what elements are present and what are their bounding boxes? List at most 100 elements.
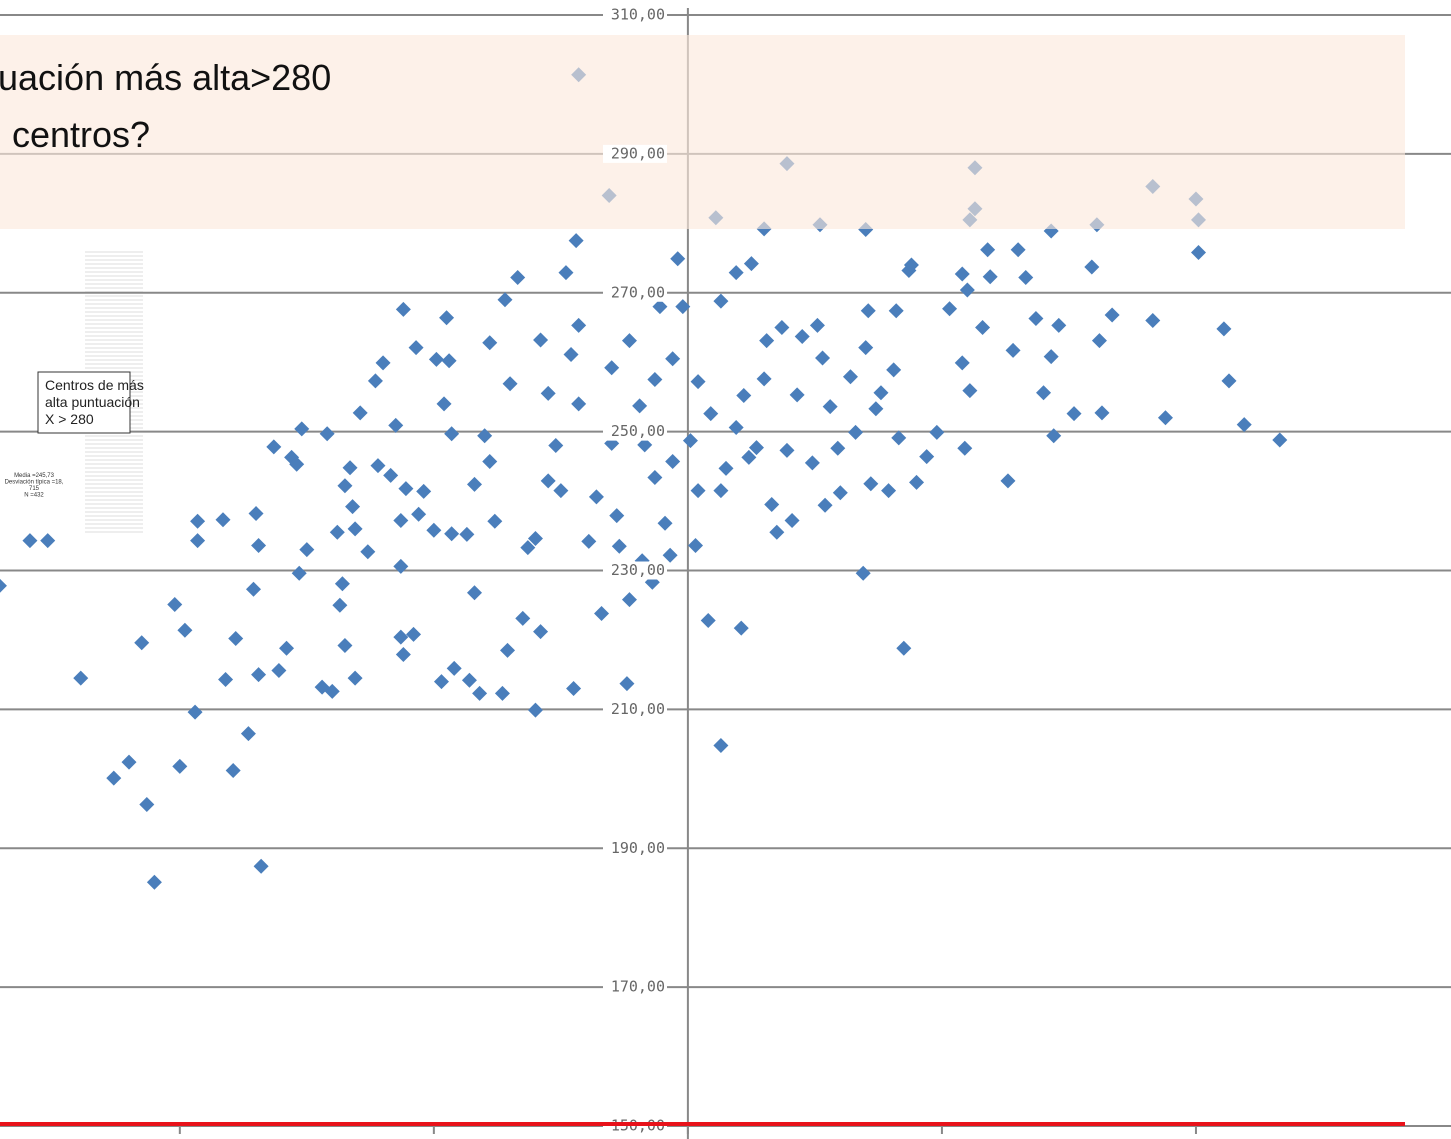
point xyxy=(500,642,516,658)
point xyxy=(1191,244,1207,260)
point xyxy=(1104,307,1120,323)
point xyxy=(121,754,137,770)
point xyxy=(604,360,620,376)
point xyxy=(858,340,874,356)
point xyxy=(393,513,409,529)
point xyxy=(571,396,587,412)
point xyxy=(467,585,483,601)
point xyxy=(520,540,536,556)
point xyxy=(342,460,358,476)
point xyxy=(251,538,267,554)
point xyxy=(690,483,706,499)
point xyxy=(319,426,335,442)
point xyxy=(347,670,363,686)
point xyxy=(1005,342,1021,358)
point xyxy=(510,269,526,285)
point xyxy=(774,319,790,335)
point xyxy=(167,597,183,613)
point xyxy=(1145,313,1161,329)
point xyxy=(891,430,907,446)
tick-label-bg xyxy=(603,978,667,997)
point xyxy=(533,624,549,640)
thumbnail xyxy=(85,251,143,533)
point xyxy=(433,674,449,690)
point xyxy=(665,351,681,367)
point xyxy=(472,685,488,701)
point xyxy=(809,317,825,333)
point xyxy=(888,303,904,319)
point xyxy=(527,531,543,547)
y-tick-label: 250,00 xyxy=(611,422,665,440)
point xyxy=(548,438,564,454)
point xyxy=(718,460,734,476)
point xyxy=(248,506,264,522)
point xyxy=(291,565,307,581)
point xyxy=(1236,417,1252,433)
point xyxy=(388,417,404,433)
point xyxy=(830,440,846,456)
point xyxy=(743,256,759,272)
point xyxy=(271,662,287,678)
point xyxy=(352,405,368,421)
point xyxy=(395,647,411,663)
point xyxy=(444,426,460,442)
point xyxy=(187,704,203,720)
highlight-band xyxy=(0,35,1405,229)
point xyxy=(289,456,305,472)
point xyxy=(558,265,574,281)
point xyxy=(172,758,188,774)
y-tick-label: 230,00 xyxy=(611,561,665,579)
point xyxy=(675,299,691,315)
point xyxy=(251,667,267,683)
point xyxy=(515,610,531,626)
point xyxy=(962,383,978,399)
annotation-line: Centros de más xyxy=(45,377,144,393)
point xyxy=(817,497,833,513)
point xyxy=(769,524,785,540)
point xyxy=(759,333,775,349)
point xyxy=(713,483,729,499)
point xyxy=(436,396,452,412)
stats-line: Desviación típica =18, xyxy=(5,480,64,486)
point xyxy=(190,513,206,529)
point xyxy=(609,508,625,524)
point xyxy=(804,455,820,471)
point xyxy=(367,373,383,389)
point xyxy=(240,726,256,742)
point xyxy=(73,670,89,686)
annotation-box xyxy=(37,371,131,434)
point xyxy=(957,440,973,456)
point xyxy=(1094,405,1110,421)
point xyxy=(393,558,409,574)
point xyxy=(832,485,848,501)
point xyxy=(713,293,729,309)
point xyxy=(1051,317,1067,333)
point xyxy=(975,319,991,335)
point xyxy=(764,497,780,513)
point xyxy=(703,406,719,422)
point xyxy=(398,481,414,497)
point xyxy=(1216,321,1232,337)
point xyxy=(540,473,556,489)
point xyxy=(571,317,587,333)
point xyxy=(621,333,637,349)
point xyxy=(324,683,340,699)
point xyxy=(1010,242,1026,258)
point xyxy=(553,483,569,499)
point xyxy=(395,301,411,317)
y-tick-label: 290,00 xyxy=(611,144,665,162)
point xyxy=(1043,349,1059,365)
point xyxy=(909,474,925,490)
point xyxy=(954,266,970,282)
point xyxy=(190,533,206,549)
point xyxy=(40,533,56,549)
point xyxy=(477,428,493,444)
point xyxy=(299,542,315,558)
point xyxy=(426,522,442,538)
point xyxy=(1000,473,1016,489)
point xyxy=(245,581,261,597)
point xyxy=(416,483,432,499)
title-line: uación más alta>280 xyxy=(0,57,331,98)
point xyxy=(329,524,345,540)
point xyxy=(568,233,584,249)
